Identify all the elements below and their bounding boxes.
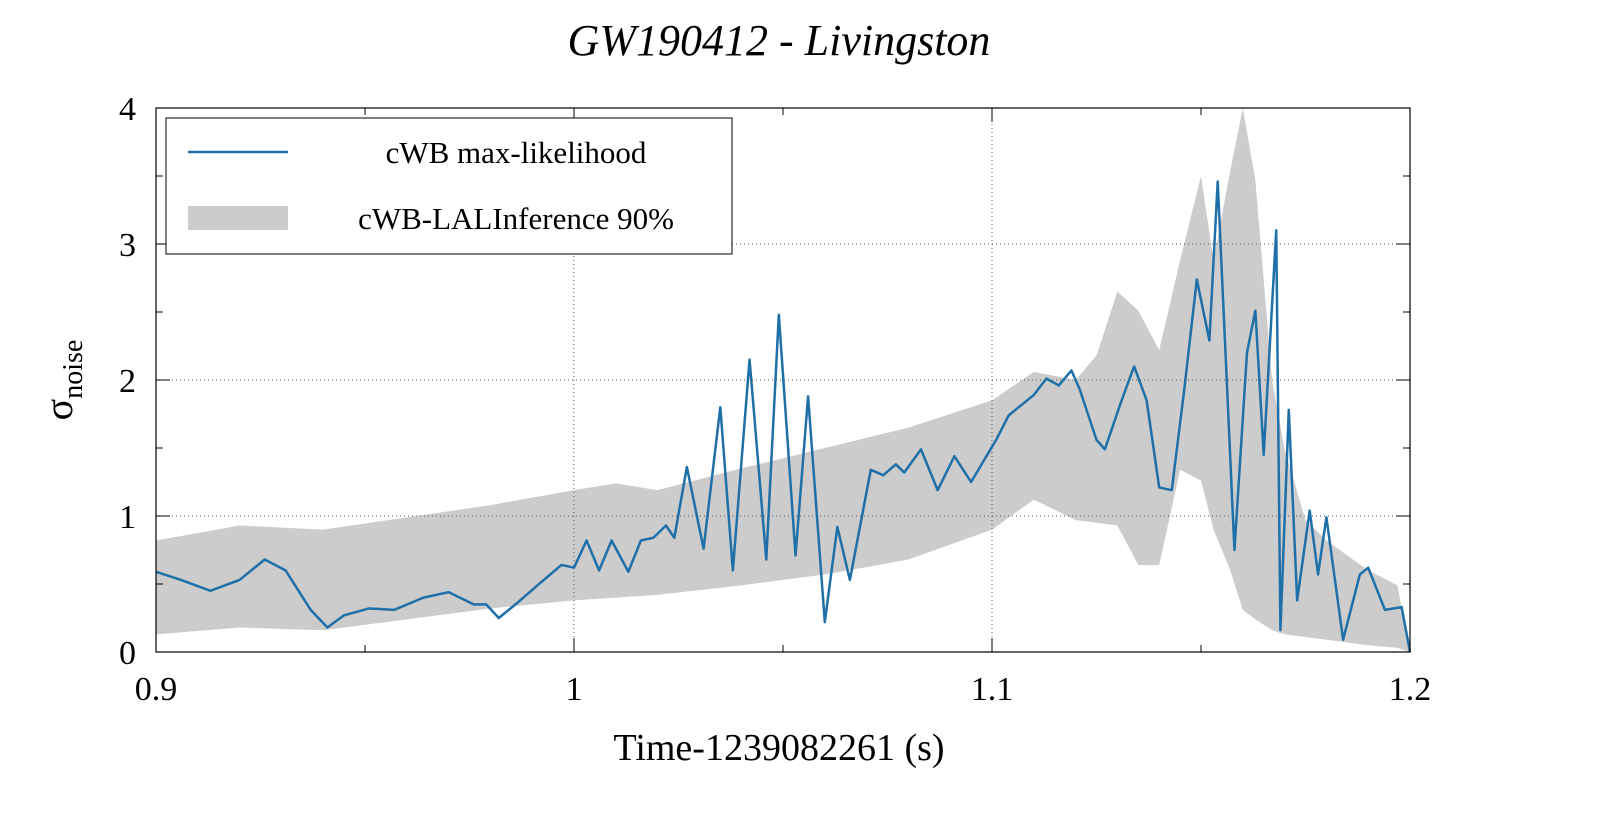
- legend-box: [165, 117, 733, 255]
- y-tick-label: 3: [119, 227, 136, 264]
- y-label-subscript: noise: [58, 340, 89, 399]
- y-tick-label: 2: [119, 363, 136, 400]
- legend-label: cWB max-likelihood: [386, 135, 647, 170]
- y-label-symbol-text: σ: [36, 399, 81, 421]
- legend: cWB max-likelihood cWB-LALInference 90%: [165, 117, 733, 255]
- x-axis-label: Time-1239082261 (s): [613, 727, 944, 769]
- legend-swatch: [188, 206, 288, 230]
- x-tick-label: 1.1: [971, 671, 1014, 708]
- x-tick-label: 1: [566, 671, 583, 708]
- x-tick-label: 1.2: [1389, 671, 1432, 708]
- x-tick-label: 0.9: [135, 671, 178, 708]
- legend-label: cWB-LALInference 90%: [358, 201, 674, 236]
- y-label-symbol: σnoise: [36, 340, 89, 421]
- chart-title: GW190412 - Livingston: [568, 16, 991, 65]
- y-tick-label: 4: [119, 91, 136, 128]
- y-tick-label: 0: [119, 635, 136, 672]
- y-axis-label: σnoise: [36, 340, 89, 421]
- y-tick-label: 1: [119, 499, 136, 536]
- data-line: [155, 180, 1412, 653]
